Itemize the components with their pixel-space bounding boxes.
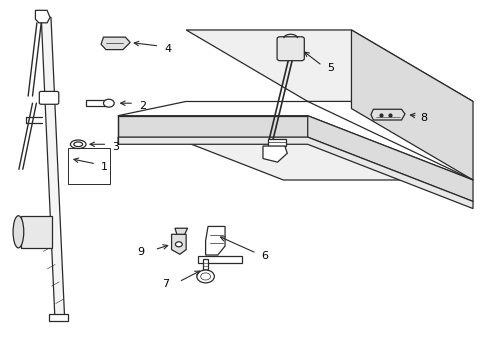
Text: 3: 3 xyxy=(112,142,119,152)
Polygon shape xyxy=(198,256,242,263)
Polygon shape xyxy=(118,116,307,137)
Polygon shape xyxy=(307,116,472,202)
Bar xyxy=(68,148,110,184)
Circle shape xyxy=(175,242,182,247)
Circle shape xyxy=(197,270,214,283)
Polygon shape xyxy=(175,228,187,234)
Text: 4: 4 xyxy=(164,44,171,54)
Polygon shape xyxy=(203,259,207,270)
FancyBboxPatch shape xyxy=(39,91,59,104)
Text: 5: 5 xyxy=(326,63,333,73)
Circle shape xyxy=(201,273,210,280)
Text: 2: 2 xyxy=(139,101,146,111)
Polygon shape xyxy=(205,226,224,255)
Polygon shape xyxy=(118,116,472,180)
Text: 7: 7 xyxy=(162,279,169,289)
Text: 9: 9 xyxy=(138,247,144,257)
Ellipse shape xyxy=(74,142,82,147)
Polygon shape xyxy=(351,30,472,180)
Ellipse shape xyxy=(103,99,114,107)
Polygon shape xyxy=(86,100,106,106)
Text: 8: 8 xyxy=(420,113,427,123)
Ellipse shape xyxy=(13,216,24,248)
Polygon shape xyxy=(267,139,286,146)
Polygon shape xyxy=(370,109,404,120)
Polygon shape xyxy=(41,17,64,318)
Polygon shape xyxy=(186,30,472,102)
FancyBboxPatch shape xyxy=(277,37,304,61)
Polygon shape xyxy=(48,314,68,321)
Text: 6: 6 xyxy=(261,251,268,261)
Polygon shape xyxy=(118,137,472,208)
Polygon shape xyxy=(263,146,287,162)
Polygon shape xyxy=(35,10,50,23)
Ellipse shape xyxy=(70,140,86,149)
Bar xyxy=(21,216,52,248)
Text: 1: 1 xyxy=(101,162,108,172)
Polygon shape xyxy=(101,37,130,50)
Polygon shape xyxy=(171,234,186,254)
